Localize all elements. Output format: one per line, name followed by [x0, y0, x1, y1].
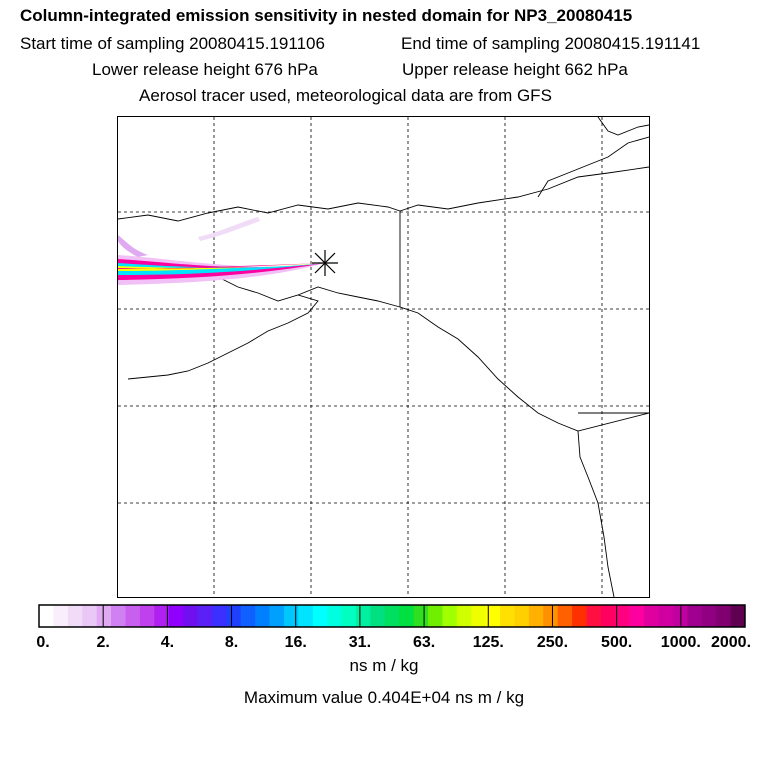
- colorbar-swatch: [298, 605, 314, 627]
- colorbar-tick-label: 2.: [96, 634, 110, 651]
- colorbar-unit: ns m / kg: [349, 656, 419, 675]
- colorbar-swatch: [226, 605, 242, 627]
- colorbar-swatch: [96, 605, 112, 627]
- map-panel: [117, 116, 650, 598]
- colorbar-swatch: [370, 605, 386, 627]
- coastlines: [118, 117, 649, 597]
- colorbar-tick-label: 16.: [284, 634, 307, 651]
- colorbar-swatch: [255, 605, 271, 627]
- colorbar-tick-label: 250.: [536, 634, 569, 651]
- max-value-label: Maximum value 0.404E+04 ns m / kg: [243, 688, 525, 707]
- colorbar-swatch: [139, 605, 155, 627]
- tracer-note: Aerosol tracer used, meteorological data…: [139, 86, 552, 105]
- colorbar-swatch: [543, 605, 559, 627]
- colorbar-swatch: [355, 605, 371, 627]
- colorbar-tick-label: 31.: [348, 634, 372, 651]
- end-time-label: End time of sampling 20080415.191141: [401, 34, 701, 53]
- colorbar-swatch: [240, 605, 256, 627]
- lower-release-label: Lower release height 676 hPa: [92, 60, 318, 79]
- colorbar-tick-label: 500.: [601, 634, 633, 651]
- colorbar-swatch: [197, 605, 213, 627]
- colorbar-border: [38, 604, 746, 628]
- colorbar-swatch: [687, 605, 703, 627]
- emission-plume: [118, 217, 325, 285]
- colorbar-swatch: [53, 605, 69, 627]
- colorbar-swatch: [269, 605, 285, 627]
- colorbar-swatch: [442, 605, 458, 627]
- colorbar-swatch: [586, 605, 602, 627]
- map-svg: [118, 117, 649, 597]
- colorbar-swatch: [572, 605, 588, 627]
- colorbar-swatch: [514, 605, 530, 627]
- colorbar-swatch: [629, 605, 645, 627]
- colorbar-swatch: [413, 605, 429, 627]
- colorbar-swatch: [67, 605, 83, 627]
- colorbar-swatch: [500, 605, 515, 627]
- colorbar: [38, 604, 746, 628]
- release-point-marker: [312, 250, 338, 276]
- chart-title: Column-integrated emission sensitivity i…: [20, 6, 633, 25]
- colorbar-swatch: [82, 605, 98, 627]
- colorbar-tick-label: 0.: [36, 634, 50, 651]
- colorbar-tick-label: 63.: [412, 634, 436, 651]
- colorbar-swatch: [716, 605, 732, 627]
- colorbar-swatch: [456, 605, 472, 627]
- colorbar-swatch: [111, 605, 126, 627]
- map-gridlines: [118, 117, 649, 597]
- upper-release-label: Upper release height 662 hPa: [402, 60, 628, 79]
- colorbar-swatch: [154, 605, 170, 627]
- colorbar-swatch: [644, 605, 660, 627]
- colorbar-swatch: [471, 605, 487, 627]
- colorbar-swatch: [428, 605, 443, 627]
- colorbar-swatch: [730, 605, 746, 627]
- colorbar-swatch: [39, 605, 54, 627]
- colorbar-swatch: [183, 605, 198, 627]
- colorbar-swatch: [341, 605, 357, 627]
- colorbar-swatch: [125, 605, 141, 627]
- colorbar-swatch: [557, 605, 573, 627]
- colorbar-swatch: [384, 605, 400, 627]
- colorbar-swatch: [327, 605, 343, 627]
- colorbar-swatch: [168, 605, 184, 627]
- colorbar-tick-label: 125.: [472, 634, 504, 651]
- colorbar-swatch: [312, 605, 328, 627]
- start-time-label: Start time of sampling 20080415.191106: [20, 34, 325, 53]
- colorbar-swatch: [600, 605, 616, 627]
- colorbar-swatch: [283, 605, 299, 627]
- colorbar-tick-label: 4.: [160, 634, 175, 651]
- colorbar-swatch: [615, 605, 631, 627]
- colorbar-swatch: [399, 605, 415, 627]
- colorbar-swatch: [211, 605, 227, 627]
- colorbar-tick-label: 2000.: [710, 634, 752, 651]
- colorbar-swatch: [528, 605, 544, 627]
- colorbar-swatch: [658, 605, 674, 627]
- colorbar-tick-label: 8.: [224, 634, 239, 651]
- colorbar-tick-label: 1000.: [660, 634, 701, 651]
- colorbar-swatch: [485, 605, 501, 627]
- colorbar-swatch: [701, 605, 717, 627]
